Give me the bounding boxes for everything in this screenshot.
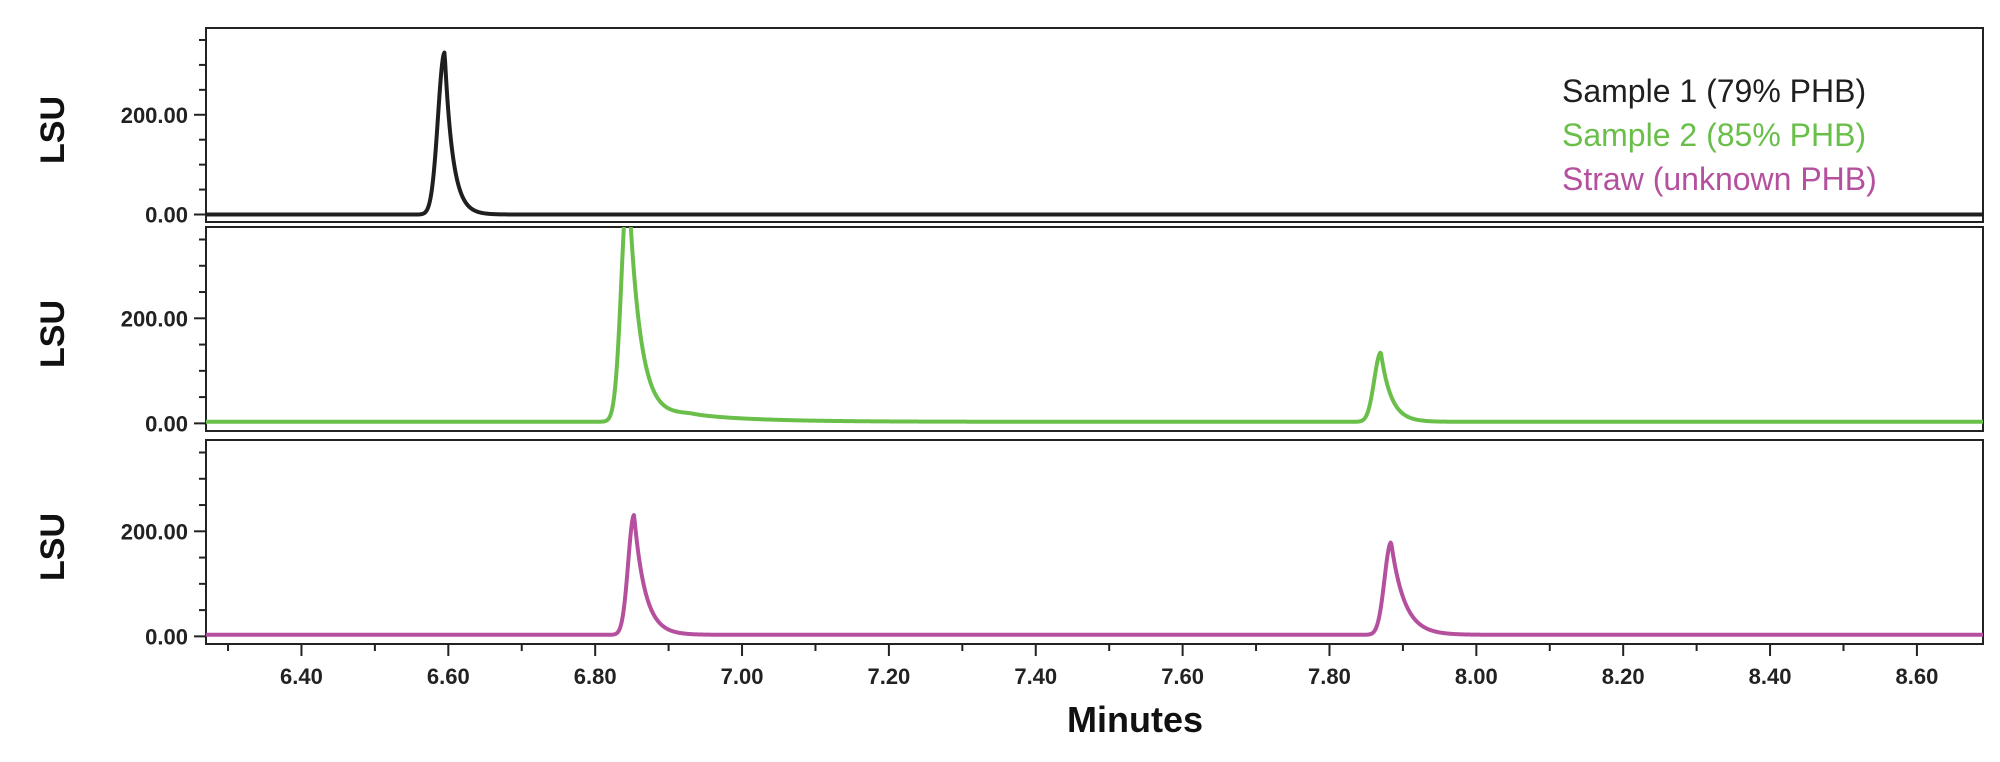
legend-entry: Sample 2 (85% PHB) bbox=[1562, 117, 1866, 153]
x-tick-label: 7.40 bbox=[1014, 664, 1057, 689]
y-axis-label: LSU bbox=[34, 300, 72, 368]
y-tick-label: 0.00 bbox=[145, 411, 188, 436]
x-tick-label: 7.60 bbox=[1161, 664, 1204, 689]
x-tick-label: 6.80 bbox=[574, 664, 617, 689]
x-tick-label: 8.60 bbox=[1895, 664, 1938, 689]
y-axis-label: LSU bbox=[34, 513, 72, 581]
y-tick-label: 0.00 bbox=[145, 624, 188, 649]
x-axis: 6.40 6.60 6.80 7.00 7.20 7.40 7.60 7.80 8.00 8.20… bbox=[227, 644, 1938, 689]
x-tick-label: 6.40 bbox=[280, 664, 323, 689]
x-tick-label: 8.40 bbox=[1749, 664, 1792, 689]
panel-3: 0.00 200.00 LSU bbox=[34, 439, 1984, 649]
panel-1: 0.00 200.00 LSU bbox=[34, 27, 1984, 228]
x-axis-label: Minutes bbox=[1067, 699, 1203, 740]
series-line-straw-unknown-phb bbox=[206, 513, 1983, 637]
panel-3-frame bbox=[205, 439, 1984, 645]
x-tick-label: 7.00 bbox=[721, 664, 764, 689]
series-line-sample-2-85-phb bbox=[206, 227, 1983, 424]
y-tick-label: 200.00 bbox=[121, 103, 188, 128]
legend-entry: Straw (unknown PHB) bbox=[1562, 161, 1877, 197]
panels-layer: 0.00 200.00 LSU 0.00 200.00 LSU 0.00 200.00 LSU bbox=[34, 27, 1984, 649]
y-tick-label: 200.00 bbox=[121, 519, 188, 544]
y-axis-label: LSU bbox=[34, 96, 72, 164]
legend: Sample 1 (79% PHB) Sample 2 (85% PHB) Stra… bbox=[1562, 73, 1877, 197]
panel-1-frame bbox=[205, 27, 1984, 223]
panel-2-frame bbox=[205, 226, 1984, 432]
panel-2: 0.00 200.00 LSU bbox=[34, 226, 1984, 436]
series-line-sample-1-79-phb bbox=[206, 50, 1983, 217]
y-tick-label: 0.00 bbox=[145, 203, 188, 228]
x-tick-label: 7.80 bbox=[1308, 664, 1351, 689]
x-tick-label: 8.20 bbox=[1602, 664, 1645, 689]
y-tick-label: 200.00 bbox=[121, 306, 188, 331]
x-tick-label: 6.60 bbox=[427, 664, 470, 689]
x-tick-label: 7.20 bbox=[867, 664, 910, 689]
legend-entry: Sample 1 (79% PHB) bbox=[1562, 73, 1866, 109]
x-tick-label: 8.00 bbox=[1455, 664, 1498, 689]
